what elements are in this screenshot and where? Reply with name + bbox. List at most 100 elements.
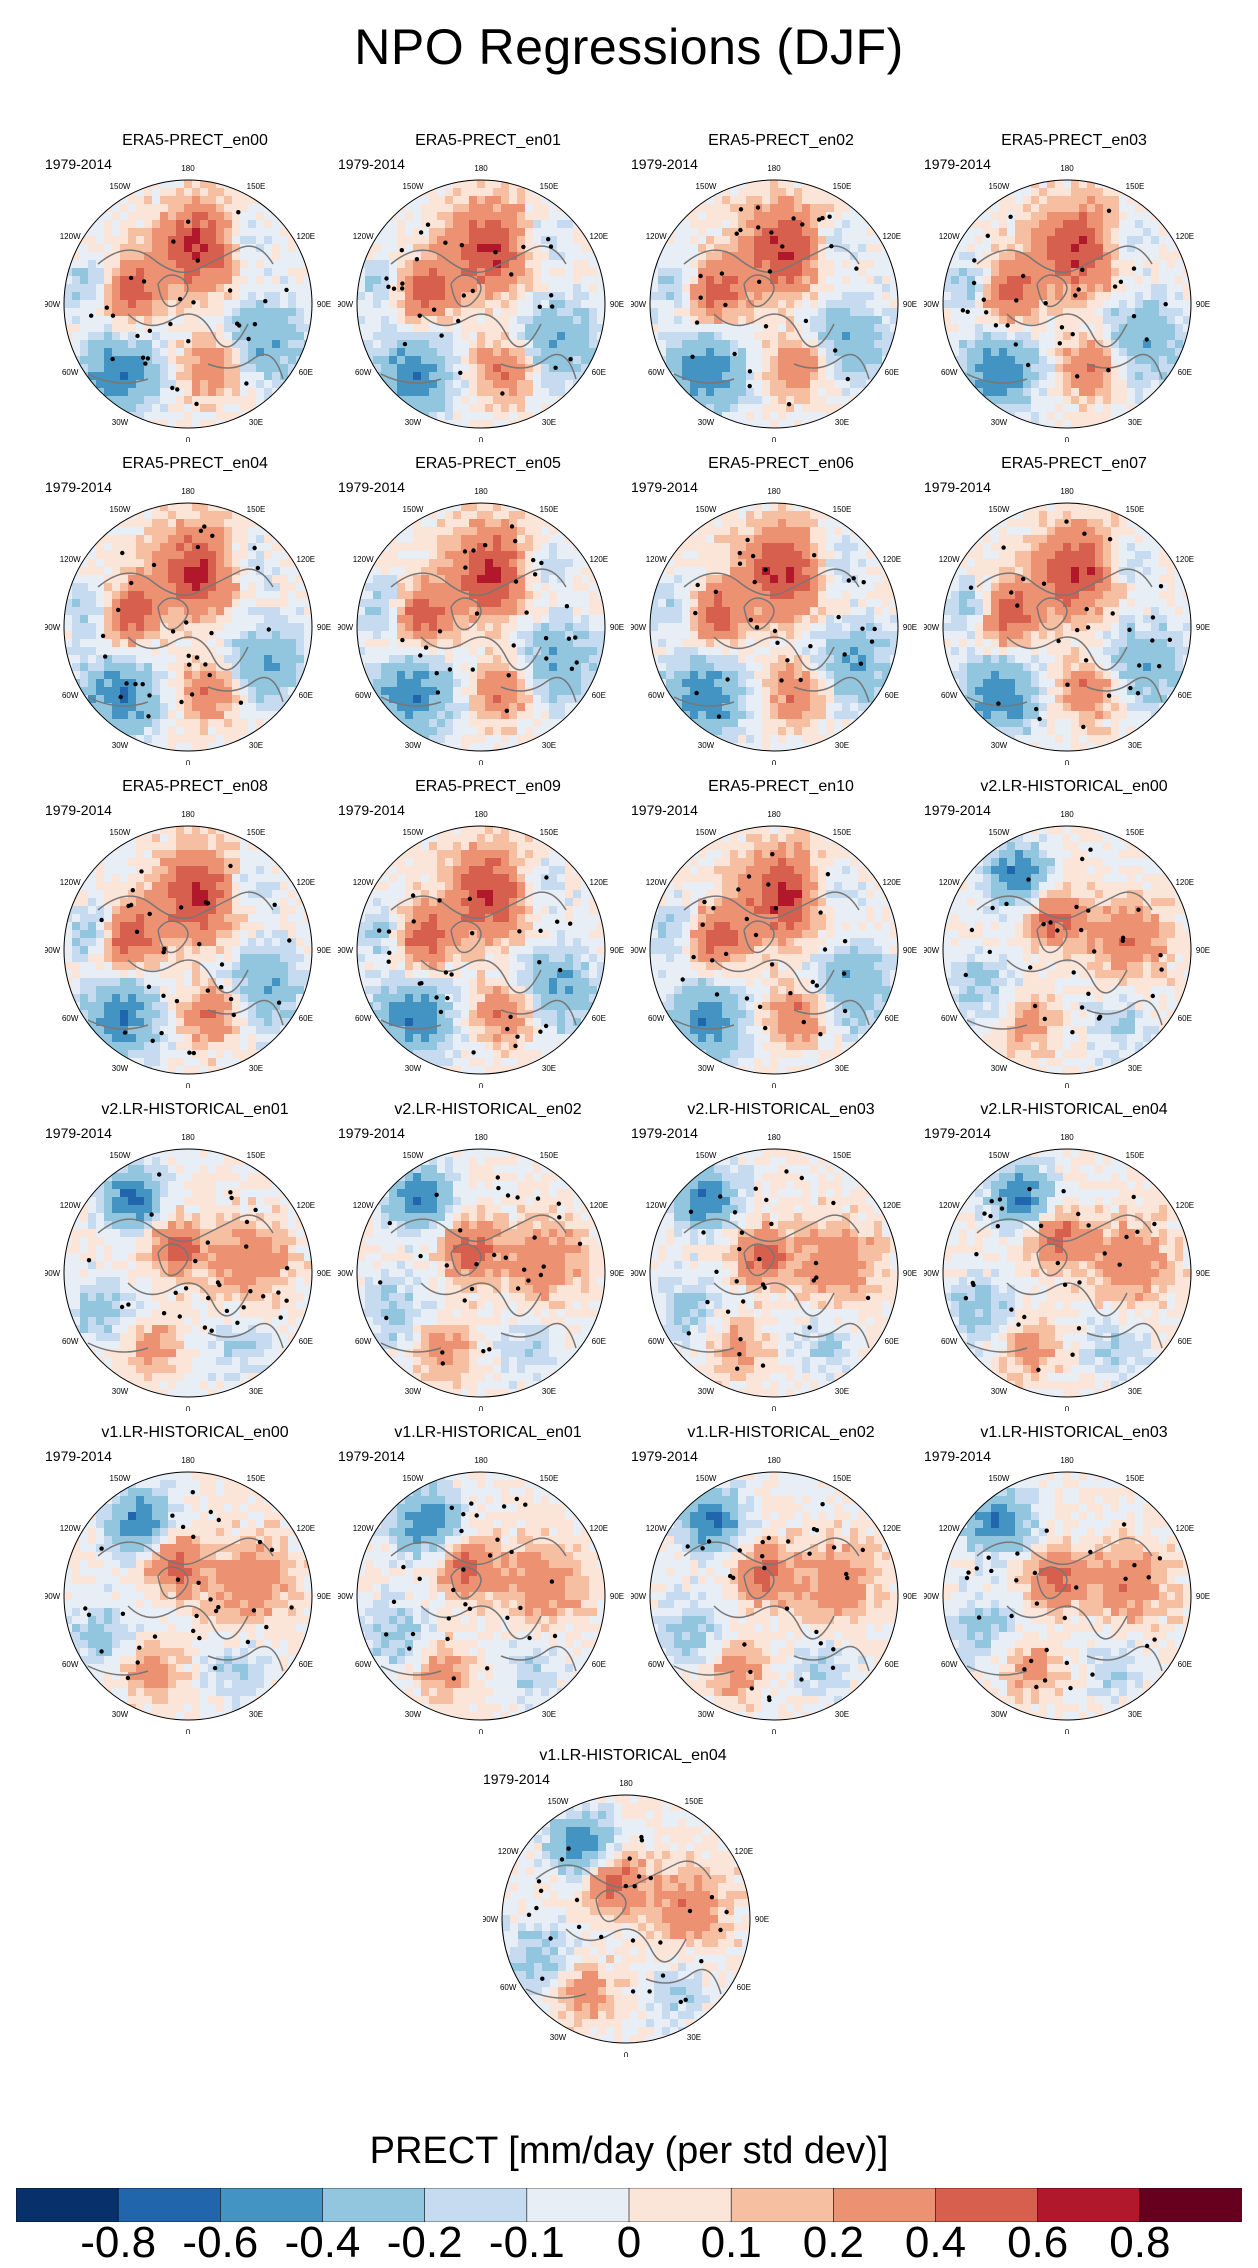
significance-dot xyxy=(715,992,719,996)
significance-dot xyxy=(831,1201,835,1205)
longitude-label: 30E xyxy=(835,418,849,427)
significance-dot xyxy=(1136,691,1140,695)
significance-dot xyxy=(1041,922,1045,926)
significance-dot xyxy=(733,1210,737,1214)
significance-dot xyxy=(539,561,543,565)
significance-dot xyxy=(852,576,856,580)
longitude-label: 90E xyxy=(610,300,624,309)
significance-dot xyxy=(517,929,521,933)
significance-dot xyxy=(87,1258,91,1262)
colorbar-tick-label: 0.2 xyxy=(803,2218,864,2268)
significance-dot xyxy=(1034,707,1038,711)
significance-dot xyxy=(461,1512,465,1516)
significance-dot xyxy=(505,709,509,713)
longitude-label: 30E xyxy=(835,1064,849,1073)
significance-dot xyxy=(1014,342,1018,346)
significance-dot xyxy=(814,1630,818,1634)
significance-dot xyxy=(826,872,830,876)
significance-dot xyxy=(726,1310,730,1314)
significance-dot xyxy=(986,234,990,238)
significance-dot xyxy=(214,1609,218,1613)
longitude-label: 150E xyxy=(247,505,266,514)
precip-field xyxy=(650,1472,898,1720)
significance-dot xyxy=(964,1296,968,1300)
significance-dot xyxy=(513,1044,517,1048)
longitude-label: 30W xyxy=(991,418,1008,427)
significance-dot xyxy=(186,339,190,343)
significance-dot xyxy=(1122,1522,1126,1526)
significance-dot xyxy=(1016,1322,1020,1326)
significance-dot xyxy=(1033,1571,1037,1575)
significance-dot xyxy=(474,1262,478,1266)
significance-dot xyxy=(714,1270,718,1274)
significance-dot xyxy=(818,910,822,914)
significance-dot xyxy=(1097,1016,1101,1020)
significance-dot xyxy=(1145,1644,1149,1648)
significance-dot xyxy=(137,1646,141,1650)
significance-dot xyxy=(197,942,201,946)
significance-dot xyxy=(261,1294,265,1298)
significance-dot xyxy=(121,1612,125,1616)
significance-dot xyxy=(553,366,557,370)
colorbar-tick-label: 0 xyxy=(617,2218,641,2268)
longitude-label: 180 xyxy=(474,810,488,819)
significance-dot xyxy=(178,1314,182,1318)
longitude-label: 0 xyxy=(1065,1405,1070,1411)
significance-dot xyxy=(470,1287,474,1291)
longitude-label: 150W xyxy=(696,1474,717,1483)
significance-dot xyxy=(534,1906,538,1910)
significance-dot xyxy=(544,1024,548,1028)
significance-dot xyxy=(694,691,698,695)
significance-dot xyxy=(1164,302,1168,306)
significance-dot xyxy=(101,634,105,638)
significance-dot xyxy=(146,714,150,718)
significance-dot xyxy=(550,304,554,308)
significance-dot xyxy=(1151,994,1155,998)
significance-dot xyxy=(151,1039,155,1043)
significance-dot xyxy=(737,1247,741,1251)
longitude-label: 30W xyxy=(112,1710,129,1719)
significance-dot xyxy=(196,1581,200,1585)
longitude-label: 60W xyxy=(648,1014,665,1023)
significance-dot xyxy=(1088,1550,1092,1554)
significance-dot xyxy=(760,1554,764,1558)
significance-dot xyxy=(89,314,93,318)
significance-dot xyxy=(568,357,572,361)
significance-dot xyxy=(707,1539,711,1543)
significance-dot xyxy=(136,1660,140,1664)
longitude-label: 30E xyxy=(1128,1064,1142,1073)
significance-dot xyxy=(814,1275,818,1279)
significance-dot xyxy=(739,207,743,211)
longitude-label: 30E xyxy=(249,418,263,427)
significance-dot xyxy=(538,929,542,933)
colorbar-tick-label: -0.4 xyxy=(285,2218,361,2268)
significance-dot xyxy=(120,551,124,555)
significance-dot xyxy=(532,1235,536,1239)
significance-dot xyxy=(1014,298,1018,302)
significance-dot xyxy=(148,912,152,916)
longitude-label: 120W xyxy=(60,1201,81,1210)
longitude-label: 0 xyxy=(1065,759,1070,765)
significance-dot xyxy=(1085,607,1089,611)
longitude-label: 30E xyxy=(835,1387,849,1396)
significance-dot xyxy=(688,1909,692,1913)
longitude-label: 60E xyxy=(885,1660,899,1669)
significance-dot xyxy=(285,1266,289,1270)
longitude-label: 0 xyxy=(1065,1728,1070,1734)
significance-dot xyxy=(1021,577,1025,581)
significance-dot xyxy=(135,930,139,934)
significance-dot xyxy=(1128,686,1132,690)
significance-dot xyxy=(700,1546,704,1550)
significance-dot xyxy=(475,611,479,615)
longitude-label: 60W xyxy=(355,368,372,377)
longitude-label: 30W xyxy=(991,1710,1008,1719)
significance-dot xyxy=(1086,908,1090,912)
longitude-label: 90E xyxy=(903,946,917,955)
longitude-label: 60W xyxy=(500,1983,517,1992)
colorbar-tick-label: -0.8 xyxy=(80,2218,156,2268)
longitude-label: 60E xyxy=(1178,1014,1192,1023)
